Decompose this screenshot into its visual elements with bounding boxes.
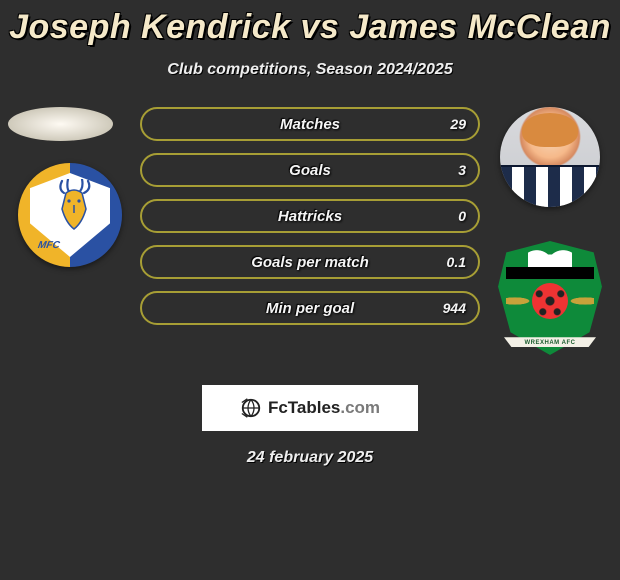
brand-text: FcTables.com [268,398,380,418]
player-photo-left [8,107,113,141]
stat-bar: 0.1Goals per match [140,245,480,279]
stat-value-right: 0 [458,201,466,231]
club-crest-right: WREXHAM AFC [498,241,602,355]
club-crest-left: MFC [18,163,122,267]
feathers-icon [528,245,572,267]
stat-label: Min per goal [142,293,478,323]
stat-bar: 29Matches [140,107,480,141]
page-title: Joseph Kendrick vs James McClean [0,8,620,47]
player-photo-right [500,107,600,207]
stat-bars: 29Matches 3Goals 0Hattricks 0.1Goals per ma… [140,107,480,337]
stat-value-right: 3 [458,155,466,185]
stat-value-right: 944 [443,293,466,323]
stat-label: Matches [142,109,478,139]
stat-label: Hattricks [142,201,478,231]
brand-suffix: .com [340,398,380,417]
stag-icon [52,179,96,231]
brand-logo-icon [240,397,262,419]
crest-right-band [506,267,594,279]
stat-value-right: 29 [450,109,466,139]
subtitle: Club competitions, Season 2024/2025 [0,61,620,79]
infographic-root: Joseph Kendrick vs James McClean Club co… [0,0,620,467]
brand-badge: FcTables.com [202,385,418,431]
crest-left-text: MFC [37,240,61,251]
stat-bar: 944Min per goal [140,291,480,325]
crest-right-ribbon-text: WREXHAM AFC [498,340,602,346]
date-text: 24 february 2025 [0,449,620,467]
stat-label: Goals per match [142,247,478,277]
comparison-panel: MFC 29Matches 3Goals 0Hattricks 0.1Goals pe… [0,107,620,367]
stat-label: Goals [142,155,478,185]
brand-name: FcTables [268,398,340,417]
stat-value-right: 0.1 [447,247,466,277]
stat-bar: 0Hattricks [140,199,480,233]
football-icon [532,283,568,319]
stat-bar: 3Goals [140,153,480,187]
